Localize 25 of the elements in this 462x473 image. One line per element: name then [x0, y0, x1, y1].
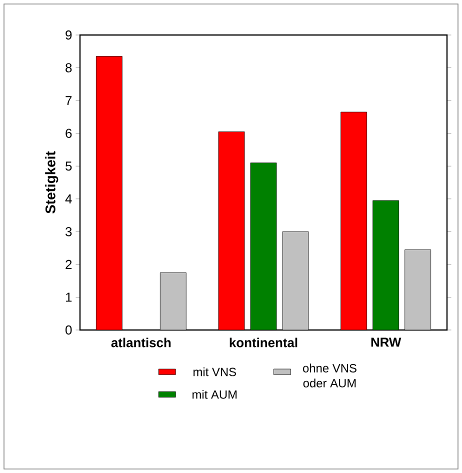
- x-tick-label: NRW: [371, 338, 402, 347]
- y-tick-label: 4: [65, 194, 72, 204]
- y-axis-title: Stetigkeit: [45, 151, 58, 214]
- legend-label: mit VNS: [194, 367, 236, 376]
- y-tick-label: 1: [66, 292, 72, 302]
- y-tick-label: 0: [66, 325, 72, 335]
- bar: [404, 249, 432, 330]
- y-tick-label: 8: [66, 63, 72, 72]
- y-tick-label: 9: [66, 30, 72, 40]
- legend-label: mit AUM: [192, 390, 237, 399]
- bar: [372, 200, 400, 330]
- bar: [218, 131, 245, 330]
- y-tick-label: 6: [66, 128, 72, 138]
- bar: [282, 231, 309, 330]
- y-tick-label: 3: [66, 227, 72, 236]
- bar: [250, 162, 277, 330]
- y-tick-label: 2: [66, 260, 72, 269]
- bar: [340, 112, 368, 330]
- y-tick-label: 7: [66, 96, 72, 106]
- x-tick-label: kontinental: [230, 338, 298, 348]
- x-tick-label: atlantisch: [111, 338, 171, 348]
- legend-label: ohne VNS oder AUM: [302, 364, 356, 388]
- bar: [160, 272, 186, 330]
- y-tick-label: 5: [66, 162, 72, 171]
- bar: [96, 56, 122, 330]
